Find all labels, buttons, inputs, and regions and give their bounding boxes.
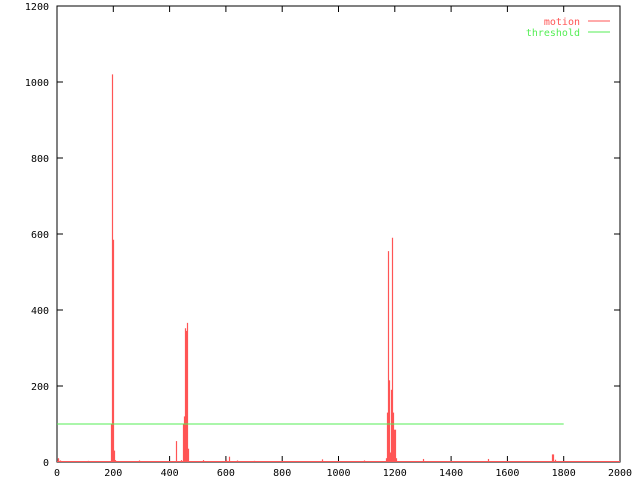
x-tick-label: 1200 xyxy=(383,468,407,479)
y-tick-label: 200 xyxy=(31,382,49,393)
y-tick-label: 400 xyxy=(31,306,49,317)
x-tick-label: 1800 xyxy=(552,468,576,479)
y-tick-label: 600 xyxy=(31,230,49,241)
legend: motion threshold xyxy=(526,17,610,39)
y-tick-label: 800 xyxy=(31,154,49,165)
x-tick-label: 400 xyxy=(161,468,179,479)
plot-marks xyxy=(57,74,620,462)
y-tick-label: 1000 xyxy=(25,78,49,89)
x-tick-label: 1600 xyxy=(495,468,519,479)
x-tick-label: 600 xyxy=(217,468,235,479)
x-tick-label: 1400 xyxy=(439,468,463,479)
legend-label-motion: motion xyxy=(544,17,580,28)
x-tick-label: 0 xyxy=(54,468,60,479)
x-tick-label: 2000 xyxy=(608,468,632,479)
y-tick-label: 1200 xyxy=(25,2,49,13)
legend-label-threshold: threshold xyxy=(526,28,580,39)
axes: 0 200 400 600 800 1000 1200 1400 1600 1800 2000 0 20… xyxy=(25,2,632,479)
x-tick-label: 200 xyxy=(104,468,122,479)
plot-border xyxy=(56,5,621,463)
y-tick-label: 0 xyxy=(43,458,49,469)
x-tick-label: 800 xyxy=(273,468,291,479)
x-tick-label: 1000 xyxy=(326,468,350,479)
